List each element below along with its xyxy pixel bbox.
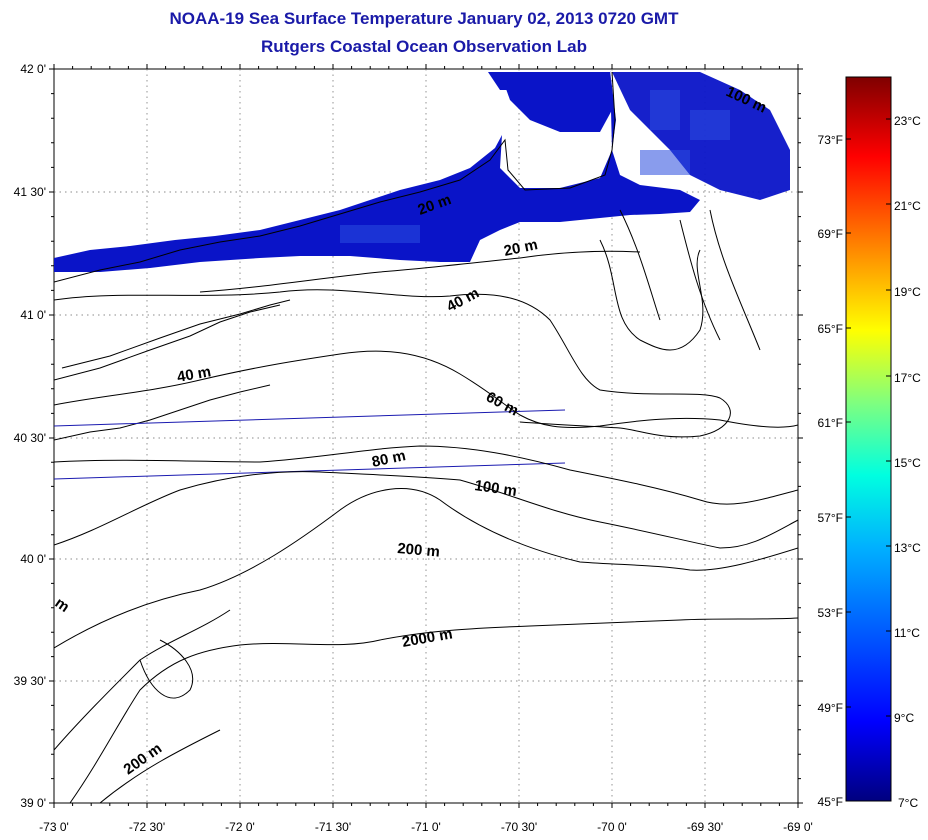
fahrenheit-label: 69°F <box>818 227 843 241</box>
fahrenheit-label: 57°F <box>818 511 843 525</box>
fahrenheit-label: 65°F <box>818 322 843 336</box>
contour-label-40m-b: 40 m <box>176 363 213 386</box>
lon-label: -70 0' <box>597 820 627 834</box>
bathymetry-contours <box>54 250 798 803</box>
fahrenheit-label: 49°F <box>818 701 843 715</box>
contour-40m <box>54 289 731 438</box>
lat-label: 41 0' <box>20 308 46 322</box>
lat-label: 42 0' <box>20 62 46 76</box>
latitude-labels: 39 0' 39 30' 40 0' 40 30' 41 0' 41 30' 4… <box>14 62 46 810</box>
celsius-label: 23°C <box>894 114 921 128</box>
lon-label: -69 30' <box>687 820 723 834</box>
lat-label: 40 30' <box>14 431 46 445</box>
fahrenheit-label: 61°F <box>818 416 843 430</box>
colorbar-fahrenheit-labels: 73°F 69°F 65°F 61°F 57°F 53°F 49°F 45°F <box>818 133 843 809</box>
contour-deep-lower <box>99 729 221 803</box>
contour-100m <box>54 471 798 549</box>
celsius-label: 9°C <box>894 711 914 725</box>
fahrenheit-label: 45°F <box>818 795 843 809</box>
colorbar-ticks <box>846 118 891 802</box>
contour-20m <box>199 250 641 293</box>
celsius-label: 7°C <box>898 796 918 810</box>
contour-label-80m: 80 m <box>370 447 407 471</box>
lat-label: 40 0' <box>20 552 46 566</box>
celsius-label: 11°C <box>894 626 920 640</box>
contour-label-100m: 100 m <box>473 477 517 500</box>
fahrenheit-label: 53°F <box>818 606 843 620</box>
coastline <box>54 71 761 441</box>
contour-200m-deep <box>54 609 231 751</box>
lon-label: -72 30' <box>129 820 165 834</box>
contour-80m <box>54 445 798 505</box>
lat-label: 39 0' <box>20 796 46 810</box>
lon-label: -71 30' <box>315 820 351 834</box>
lon-label: -69 0' <box>783 820 813 834</box>
map-title: NOAA-19 Sea Surface Temperature January … <box>169 9 679 28</box>
lon-label: -72 0' <box>225 820 255 834</box>
map-subtitle: Rutgers Coastal Ocean Observation Lab <box>261 37 587 56</box>
lat-label: 41 30' <box>14 185 46 199</box>
sst-warm-pixels <box>340 90 730 243</box>
contour-2000m <box>69 617 798 803</box>
lon-label: -73 0' <box>39 820 69 834</box>
celsius-label: 19°C <box>894 285 921 299</box>
contour-label-20m: 20 m <box>502 236 539 260</box>
celsius-label: 15°C <box>894 456 921 470</box>
contour-label-200m-a: 200 m <box>397 540 441 561</box>
longitude-labels: -73 0' -72 30' -72 0' -71 30' -71 0' -70… <box>39 820 813 834</box>
contour-200m <box>54 488 798 649</box>
contour-60m <box>54 350 798 428</box>
lon-label: -70 30' <box>501 820 537 834</box>
swath-lines <box>54 409 566 480</box>
celsius-label: 17°C <box>894 371 921 385</box>
colorbar-celsius-labels: 23°C 21°C 19°C 17°C 15°C 13°C 11°C 9°C 7… <box>894 114 921 810</box>
colorbar <box>845 76 892 802</box>
celsius-label: 13°C <box>894 541 921 555</box>
lat-label: 39 30' <box>14 674 46 688</box>
map-content: 20 m 40 m 40 m 60 m 80 m 100 m 200 m 200… <box>54 69 798 803</box>
lon-label: -71 0' <box>411 820 441 834</box>
fahrenheit-label: 73°F <box>818 133 843 147</box>
celsius-label: 21°C <box>894 199 921 213</box>
axis-ticks <box>49 64 803 808</box>
